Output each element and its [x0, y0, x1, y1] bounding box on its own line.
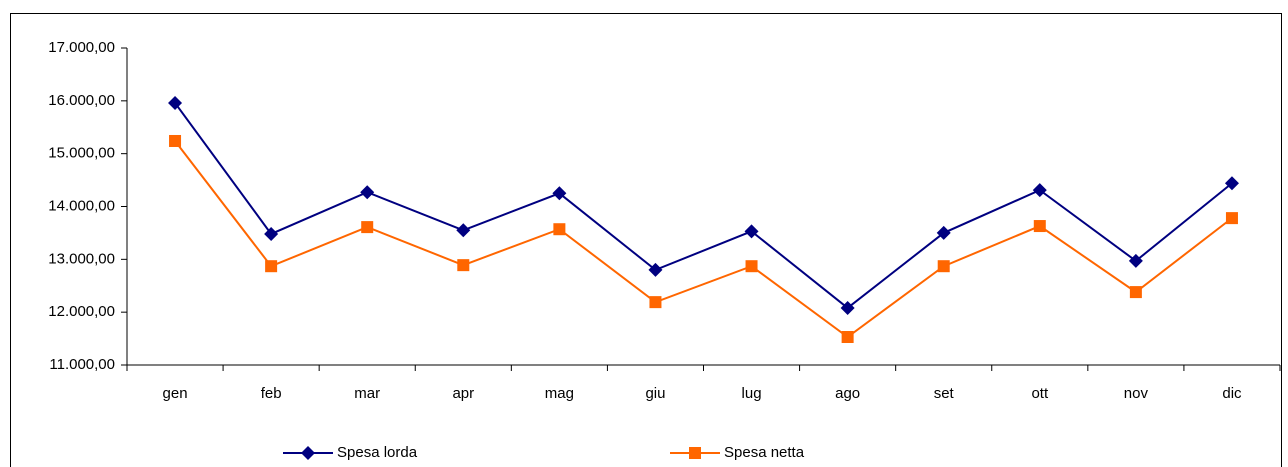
- y-tick-label: 12.000,00: [48, 303, 115, 320]
- data-point: [936, 225, 951, 240]
- data-point: [745, 260, 758, 273]
- x-tick-label: dic: [1222, 385, 1242, 402]
- y-tick-label: 16.000,00: [48, 92, 115, 109]
- data-point: [1128, 253, 1143, 268]
- data-point: [553, 223, 566, 236]
- x-tick-label: nov: [1124, 385, 1149, 402]
- chart-frame: [10, 13, 1282, 467]
- data-point: [264, 226, 279, 241]
- data-point: [169, 134, 182, 147]
- x-tick-label: feb: [261, 385, 282, 402]
- legend-label: Spesa netta: [724, 444, 805, 461]
- legend-marker: [689, 447, 701, 459]
- y-tick-label: 14.000,00: [48, 197, 115, 214]
- data-point: [744, 224, 759, 239]
- series-line: [174, 102, 1233, 310]
- data-point: [1225, 212, 1238, 225]
- x-tick-label: lug: [742, 385, 762, 402]
- data-point: [937, 260, 950, 273]
- data-point: [168, 95, 183, 110]
- series-line: [174, 140, 1233, 339]
- data-point: [361, 221, 374, 234]
- data-point: [552, 186, 567, 201]
- data-point: [457, 259, 470, 272]
- x-tick-label: giu: [645, 385, 665, 402]
- legend-marker: [301, 446, 315, 460]
- y-tick-label: 13.000,00: [48, 250, 115, 267]
- legend-label: Spesa lorda: [337, 444, 418, 461]
- x-tick-label: ott: [1031, 385, 1049, 402]
- data-point: [649, 296, 662, 309]
- y-tick-label: 11.000,00: [49, 356, 115, 373]
- data-point: [265, 260, 278, 273]
- x-tick-label: apr: [452, 385, 474, 402]
- y-tick-label: 17.000,00: [48, 39, 115, 56]
- data-point: [456, 223, 471, 238]
- data-point: [360, 185, 375, 200]
- y-tick-label: 15.000,00: [48, 145, 115, 162]
- data-point: [1224, 176, 1239, 191]
- x-tick-label: ago: [835, 385, 860, 402]
- x-tick-label: set: [934, 385, 955, 402]
- data-point: [1129, 286, 1142, 299]
- data-point: [841, 330, 854, 343]
- data-point: [1032, 183, 1047, 198]
- data-point: [648, 262, 663, 277]
- x-tick-label: mar: [354, 385, 380, 402]
- x-tick-label: gen: [163, 385, 188, 402]
- data-point: [1033, 220, 1046, 233]
- data-point: [840, 300, 855, 315]
- x-tick-label: mag: [545, 385, 574, 402]
